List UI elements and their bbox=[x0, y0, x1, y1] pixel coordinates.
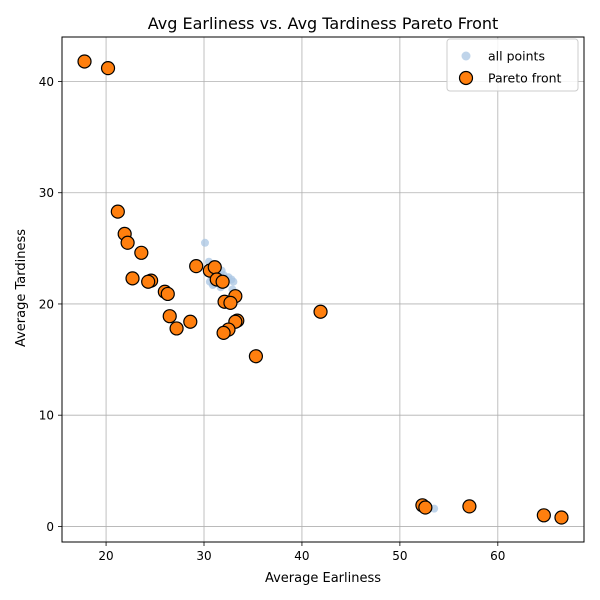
x-tick-label: 20 bbox=[98, 549, 113, 563]
pareto-front-marker bbox=[162, 309, 177, 324]
x-axis-label: Average Earliness bbox=[265, 571, 381, 586]
pareto-front-marker bbox=[169, 321, 184, 336]
pareto-front-marker bbox=[215, 274, 230, 289]
x-tick-label: 50 bbox=[392, 549, 407, 563]
y-axis-label: Average Tardiness bbox=[14, 229, 29, 347]
y-tick-label: 40 bbox=[39, 75, 54, 89]
pareto-front-marker bbox=[189, 259, 204, 274]
axis-ticks: 20 30 40 50 60 0 10 20 30 40 bbox=[39, 75, 506, 563]
x-tick-label: 30 bbox=[196, 549, 211, 563]
pareto-front-marker bbox=[110, 204, 125, 219]
legend-label-pareto-front: Pareto front bbox=[488, 71, 562, 86]
pareto-front-marker bbox=[160, 286, 175, 302]
legend: all points Pareto front bbox=[446, 38, 579, 92]
y-tick-label: 10 bbox=[39, 409, 54, 423]
pareto-front-marker bbox=[77, 54, 92, 69]
legend-marker-all-points bbox=[461, 51, 471, 61]
y-tick-label: 20 bbox=[39, 297, 54, 311]
pareto-front-marker bbox=[248, 349, 264, 364]
plot-area-frame bbox=[61, 36, 585, 543]
grid-lines bbox=[62, 37, 584, 542]
pareto-front-marker bbox=[207, 260, 222, 275]
pareto-front-marker bbox=[134, 245, 149, 260]
pareto-front-marker bbox=[462, 499, 477, 514]
pareto-front-marker bbox=[223, 295, 238, 310]
y-tick-label: 30 bbox=[39, 186, 54, 200]
pareto-front-marker bbox=[120, 235, 135, 250]
x-tick-label: 40 bbox=[294, 549, 309, 563]
legend-box bbox=[446, 38, 579, 92]
pareto-front-marker bbox=[554, 510, 569, 525]
pareto-front-marker bbox=[418, 500, 433, 515]
pareto-front-marker bbox=[100, 61, 116, 76]
pareto-front-marker bbox=[125, 271, 140, 286]
legend-marker-pareto-front bbox=[458, 70, 474, 86]
pareto-front-marker bbox=[313, 304, 328, 319]
pareto-front-marker bbox=[536, 508, 551, 523]
all-points-marker bbox=[229, 277, 238, 286]
x-tick-label: 60 bbox=[490, 549, 505, 563]
y-tick-label: 0 bbox=[46, 520, 54, 534]
pareto-front-marker bbox=[141, 274, 156, 289]
pareto-front-marker bbox=[183, 314, 198, 329]
pareto-front-series bbox=[77, 54, 569, 525]
all-points-marker bbox=[200, 238, 209, 247]
pareto-front-marker bbox=[216, 325, 231, 340]
legend-label-all-points: all points bbox=[488, 49, 545, 64]
all-points-series bbox=[200, 238, 439, 513]
chart-title: Avg Earliness vs. Avg Tardiness Pareto F… bbox=[148, 14, 499, 33]
